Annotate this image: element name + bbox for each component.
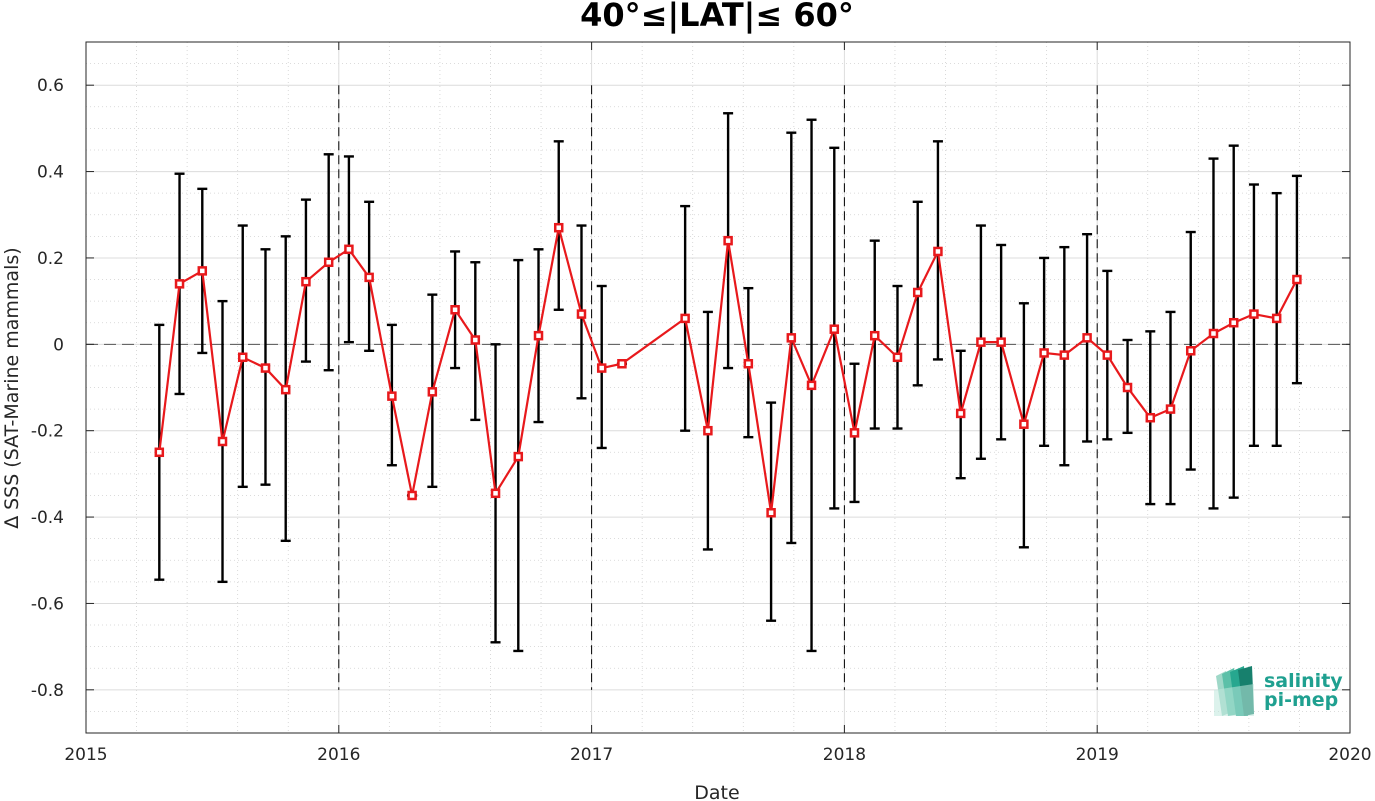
data-point: [154, 447, 165, 458]
data-point: [617, 358, 627, 369]
data-point: [892, 352, 903, 363]
wave-icon: [1214, 666, 1254, 716]
y-tick-labels: -0.8 -0.6 -0.4 -0.2 0 0.2 0.4 0.6: [31, 76, 64, 701]
year-separators: [338, 85, 1098, 690]
data-point: [470, 335, 481, 345]
data-point: [1145, 412, 1156, 423]
data-point: [723, 235, 733, 246]
data-point: [849, 428, 860, 438]
y-tick-label: 0.6: [37, 76, 64, 96]
data-point: [301, 276, 311, 287]
data-point: [1185, 346, 1196, 356]
data-point: [174, 279, 185, 289]
data-point: [912, 287, 923, 298]
data-point: [976, 337, 986, 347]
x-tick-label: 2020: [1328, 745, 1371, 765]
y-tick-label: -0.6: [31, 594, 64, 614]
x-axis-label: Date: [694, 782, 739, 801]
x-tick-label: 2019: [1076, 745, 1119, 765]
y-tick-label: 0.2: [37, 249, 64, 269]
data-point: [553, 222, 564, 233]
data-point: [955, 408, 966, 419]
x-tick-label: 2015: [64, 745, 107, 765]
data-point: [364, 272, 374, 283]
x-tick-label: 2018: [823, 745, 866, 765]
data-point: [786, 333, 797, 343]
data-point: [576, 309, 587, 319]
chart-title: 40°≤|LAT|≤ 60°: [580, 0, 854, 35]
data-point: [1228, 317, 1239, 328]
series-markers: [154, 222, 1302, 518]
data-point: [260, 363, 271, 373]
salinity-pi-mep-logo: salinity pi-mep: [1214, 666, 1343, 716]
data-point: [1019, 419, 1029, 429]
data-point: [1039, 348, 1049, 358]
data-point: [1292, 274, 1302, 285]
data-point: [1082, 333, 1092, 343]
data-point: [933, 246, 943, 257]
y-tick-label: -0.4: [31, 508, 64, 528]
data-point: [743, 358, 754, 369]
x-tick-label: 2016: [317, 745, 360, 765]
data-point: [323, 257, 334, 268]
data-point: [1122, 382, 1133, 393]
data-point: [1059, 350, 1070, 360]
plot-frame: [85, 41, 1351, 734]
data-point: [344, 244, 354, 255]
x-tick-labels: 2015 2016 2017 2018 2019 2020: [64, 745, 1371, 765]
y-tick-label: 0: [53, 335, 64, 355]
data-point: [1102, 350, 1113, 360]
y-tick-label: -0.8: [31, 681, 64, 701]
data-point: [1165, 404, 1176, 414]
data-point: [197, 266, 208, 276]
x-tick-label: 2017: [570, 745, 613, 765]
data-point: [513, 451, 524, 462]
logo-text-salinity: salinity: [1264, 670, 1343, 692]
data-point: [450, 305, 460, 315]
minor-grid: [86, 41, 1350, 734]
data-point: [407, 490, 417, 501]
data-point: [427, 387, 438, 397]
data-point: [1249, 309, 1259, 319]
data-point: [387, 391, 397, 401]
data-point: [533, 330, 544, 341]
data-point: [280, 384, 291, 395]
data-point: [1271, 313, 1282, 324]
data-point: [1208, 328, 1219, 339]
data-point: [766, 507, 776, 518]
y-tick-label: -0.2: [31, 422, 64, 442]
data-point: [703, 425, 713, 436]
y-axis-label: ∆ SSS (SAT-Marine mammals): [1, 247, 23, 529]
data-point: [237, 352, 248, 363]
data-point: [680, 313, 690, 324]
data-point: [869, 330, 880, 341]
axis-ticks: [85, 42, 1351, 733]
y-tick-label: 0.4: [37, 163, 64, 183]
logo-text-pi-mep: pi-mep: [1264, 689, 1338, 711]
data-point: [806, 380, 817, 391]
data-point: [829, 324, 840, 334]
data-point: [217, 436, 228, 447]
data-point: [596, 363, 607, 373]
data-point: [996, 337, 1006, 347]
data-point: [490, 488, 501, 499]
